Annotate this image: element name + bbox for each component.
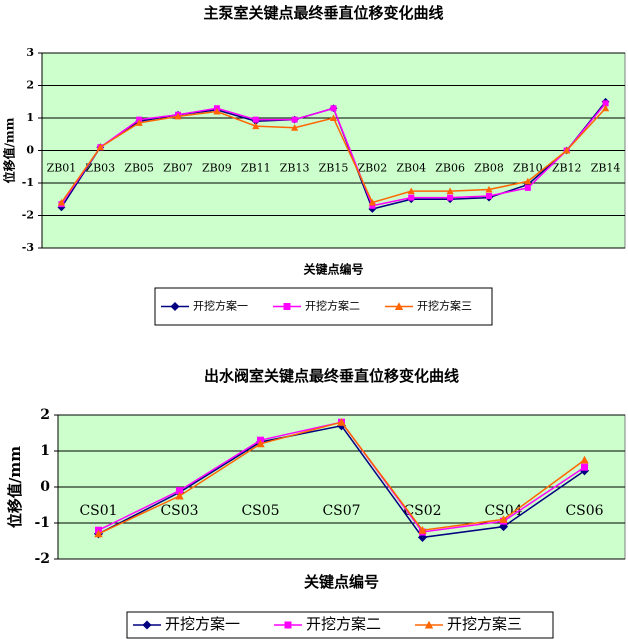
legend-label: 开挖方案三 <box>417 299 472 313</box>
marker <box>446 187 454 195</box>
x-tick-label: ZB04 <box>396 162 426 175</box>
marker <box>418 526 427 534</box>
y-tick-label: 1 <box>26 111 34 124</box>
marker <box>176 487 183 495</box>
marker <box>602 100 609 107</box>
x-tick-label: ZB14 <box>591 162 621 175</box>
legend-box <box>126 611 554 639</box>
marker <box>524 184 531 191</box>
marker <box>94 529 103 538</box>
marker <box>499 515 508 523</box>
x-tick-label: CS03 <box>160 503 198 519</box>
marker <box>256 439 265 448</box>
legend-marker <box>424 620 434 629</box>
x-tick-label: ZB05 <box>124 162 154 175</box>
y-tick-label: 2 <box>26 79 34 92</box>
marker <box>601 104 610 112</box>
x-tick-label: ZB07 <box>163 162 193 175</box>
x-tick-label: CS02 <box>403 503 441 519</box>
y-tick-label: -3 <box>22 241 34 254</box>
marker <box>330 105 337 112</box>
chart-title: 主泵室关键点最终垂直位移变化曲线 <box>203 4 443 22</box>
marker <box>485 193 492 199</box>
legend-label: 开挖方案二 <box>306 615 381 633</box>
legend-marker <box>284 621 292 629</box>
marker <box>407 187 415 195</box>
y-tick-label: -2 <box>34 551 50 567</box>
x-tick-label: ZB09 <box>202 162 232 175</box>
x-tick-label: ZB15 <box>319 162 349 175</box>
marker <box>291 124 299 131</box>
legend-marker <box>170 301 180 312</box>
legend-label: 开挖方案一 <box>193 299 248 313</box>
legend-marker <box>142 620 152 630</box>
marker <box>368 198 376 206</box>
y-axis-label: 位移值/mm <box>6 446 24 528</box>
y-tick-label: -1 <box>34 515 50 531</box>
marker <box>135 119 143 126</box>
x-tick-label: ZB11 <box>241 162 271 175</box>
y-tick-label: -2 <box>22 209 34 222</box>
legend-marker <box>394 302 404 310</box>
x-tick-label: CS07 <box>322 503 360 519</box>
legend-marker <box>283 303 291 310</box>
x-tick-label: ZB08 <box>474 162 504 175</box>
marker <box>369 202 376 209</box>
marker <box>408 194 415 201</box>
marker <box>96 143 104 151</box>
marker <box>329 114 338 121</box>
x-axis-label: 关键点编号 <box>304 573 379 591</box>
chart-title: 出水阀室关键点最终垂直位移变化曲线 <box>204 367 459 385</box>
marker <box>252 116 259 123</box>
y-tick-label: 2 <box>40 407 50 423</box>
y-tick-label: 1 <box>40 443 50 459</box>
legend-label: 开挖方案二 <box>305 299 360 313</box>
marker <box>580 455 589 464</box>
y-tick-label: 0 <box>40 479 50 495</box>
marker <box>581 463 588 471</box>
marker <box>174 112 182 120</box>
marker <box>291 116 298 123</box>
x-tick-label: ZB03 <box>85 162 115 175</box>
legend-box <box>154 287 493 326</box>
y-tick-label: -1 <box>22 176 34 189</box>
y-tick-label: 3 <box>26 46 34 59</box>
marker <box>57 198 66 206</box>
x-tick-label: CS01 <box>79 503 117 519</box>
x-tick-label: ZB01 <box>47 162 77 175</box>
x-axis-label: 关键点编号 <box>303 262 363 277</box>
x-tick-label: ZB06 <box>435 162 465 175</box>
marker <box>447 194 454 201</box>
marker <box>175 491 184 500</box>
marker <box>485 185 493 193</box>
y-axis-label: 位移值/mm <box>2 117 17 183</box>
marker <box>213 107 221 115</box>
x-tick-label: ZB13 <box>280 162 310 175</box>
legend-label: 开挖方案三 <box>447 615 522 633</box>
x-tick-label: ZB02 <box>357 162 387 175</box>
x-tick-label: CS06 <box>565 503 603 519</box>
x-tick-label: ZB12 <box>552 162 582 175</box>
marker <box>524 177 532 185</box>
marker <box>337 418 346 426</box>
marker <box>563 146 571 154</box>
marker <box>579 466 590 476</box>
y-tick-label: 0 <box>26 144 34 157</box>
marker <box>252 122 260 130</box>
x-tick-label: ZB10 <box>513 162 543 175</box>
legend-label: 开挖方案一 <box>165 615 240 633</box>
x-tick-label: CS05 <box>241 503 279 519</box>
